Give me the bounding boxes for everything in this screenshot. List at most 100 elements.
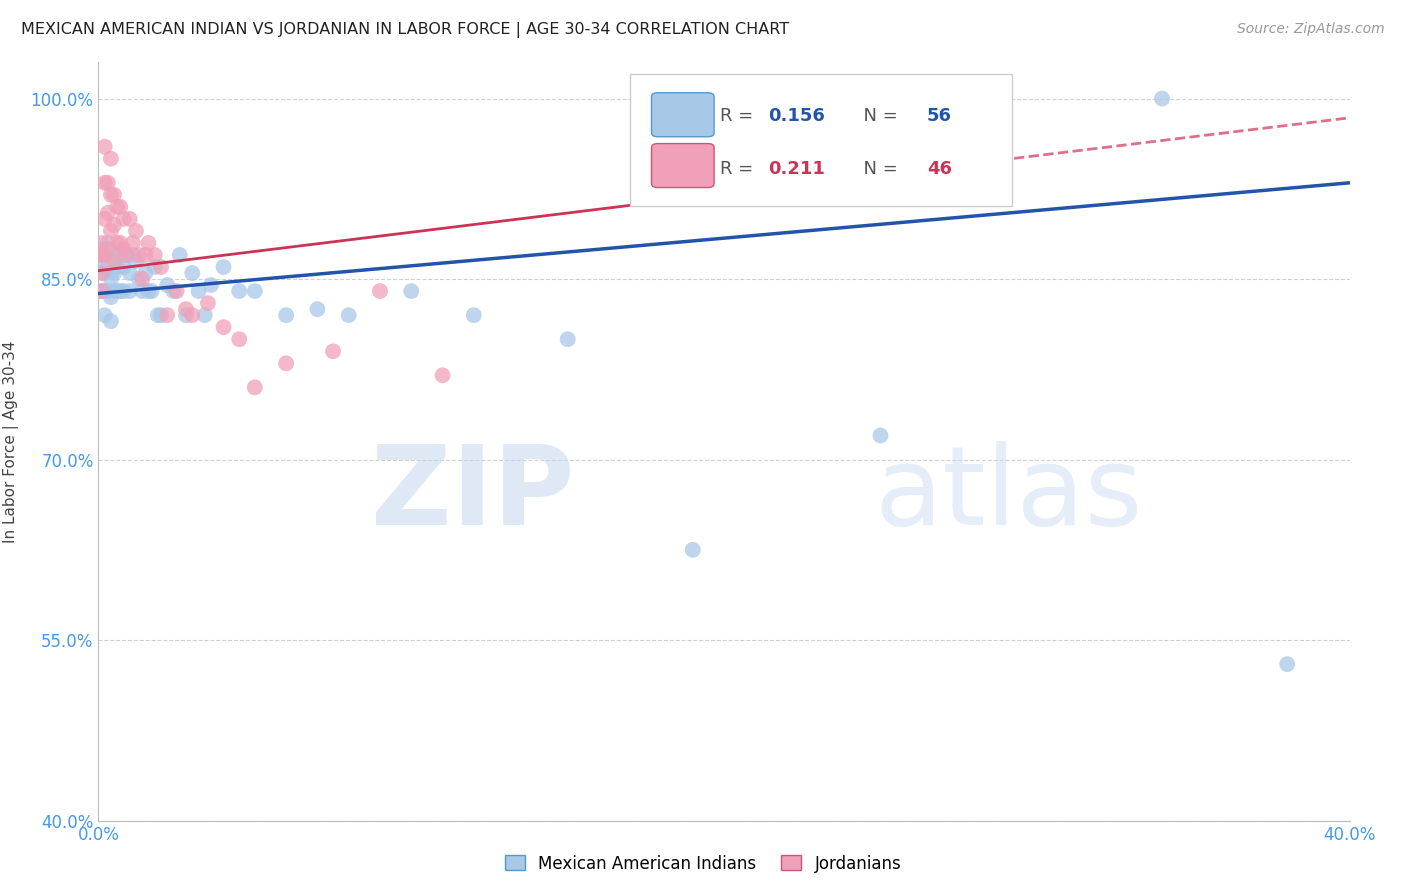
Point [197, 296, 219, 310]
Point [100, 152, 122, 166]
Point [138, 284, 160, 298]
Point [307, 302, 329, 317]
Point [150, 308, 173, 322]
Text: N =: N = [852, 160, 903, 178]
Point [90, 284, 112, 298]
Point [166, 284, 188, 298]
Point [1277, 657, 1299, 672]
Point [138, 235, 160, 250]
Text: MEXICAN AMERICAN INDIAN VS JORDANIAN IN LABOR FORCE | AGE 30-34 CORRELATION CHAR: MEXICAN AMERICAN INDIAN VS JORDANIAN IN … [21, 22, 789, 38]
Point [118, 284, 141, 298]
Point [93, 248, 115, 262]
Point [200, 278, 222, 293]
Text: 0.156: 0.156 [768, 106, 825, 125]
Point [156, 278, 179, 293]
Point [97, 284, 120, 298]
Point [97, 176, 120, 190]
Point [181, 266, 204, 280]
Point [131, 284, 153, 298]
Point [93, 284, 115, 298]
Point [93, 308, 115, 322]
Point [228, 332, 250, 346]
Point [181, 308, 204, 322]
Point [118, 211, 141, 226]
Point [463, 308, 485, 322]
Point [134, 248, 156, 262]
Point [128, 272, 150, 286]
Text: R =: R = [720, 106, 759, 125]
Point [97, 260, 120, 274]
FancyBboxPatch shape [651, 93, 714, 136]
Point [174, 308, 197, 322]
Point [682, 542, 704, 557]
Point [90, 242, 112, 256]
Point [432, 368, 454, 383]
Point [121, 235, 143, 250]
Point [228, 284, 250, 298]
Legend: Mexican American Indians, Jordanians: Mexican American Indians, Jordanians [498, 848, 908, 880]
Point [105, 260, 128, 274]
Point [401, 284, 423, 298]
Point [337, 308, 360, 322]
Point [274, 308, 298, 322]
Point [93, 211, 115, 226]
Text: N =: N = [852, 106, 903, 125]
Text: Source: ZipAtlas.com: Source: ZipAtlas.com [1237, 22, 1385, 37]
Point [93, 248, 115, 262]
Point [1152, 91, 1174, 105]
Point [274, 356, 298, 370]
Point [243, 380, 266, 394]
Text: 0.211: 0.211 [768, 160, 825, 178]
Point [194, 308, 217, 322]
Point [118, 266, 141, 280]
Point [100, 224, 122, 238]
Point [112, 211, 135, 226]
Point [112, 284, 135, 298]
Point [97, 206, 120, 220]
Point [115, 248, 138, 262]
Point [146, 308, 169, 322]
Point [143, 248, 166, 262]
Point [187, 284, 209, 298]
Point [128, 248, 150, 262]
Point [110, 200, 132, 214]
Point [105, 235, 128, 250]
Point [125, 254, 148, 268]
Point [125, 224, 148, 238]
Point [713, 91, 735, 105]
Point [243, 284, 266, 298]
Point [115, 248, 138, 262]
Point [97, 235, 120, 250]
Point [103, 266, 125, 280]
Point [90, 284, 112, 298]
Point [100, 187, 122, 202]
Point [90, 260, 112, 274]
Point [110, 248, 132, 262]
Point [150, 260, 173, 274]
Point [134, 266, 156, 280]
Point [141, 284, 163, 298]
Point [169, 248, 191, 262]
Point [105, 284, 128, 298]
Text: atlas: atlas [875, 442, 1143, 548]
Point [174, 302, 197, 317]
Point [368, 284, 391, 298]
Point [112, 242, 135, 256]
Point [100, 290, 122, 304]
Point [110, 284, 132, 298]
Point [156, 308, 179, 322]
Point [90, 248, 112, 262]
Point [103, 284, 125, 298]
Point [869, 428, 891, 442]
Point [212, 320, 235, 334]
Point [322, 344, 344, 359]
Text: 56: 56 [927, 106, 952, 125]
Point [103, 254, 125, 268]
Point [103, 187, 125, 202]
Point [100, 314, 122, 328]
Text: ZIP: ZIP [371, 442, 574, 548]
Point [100, 272, 122, 286]
Text: 46: 46 [927, 160, 952, 178]
Text: R =: R = [720, 160, 759, 178]
Point [212, 260, 235, 274]
